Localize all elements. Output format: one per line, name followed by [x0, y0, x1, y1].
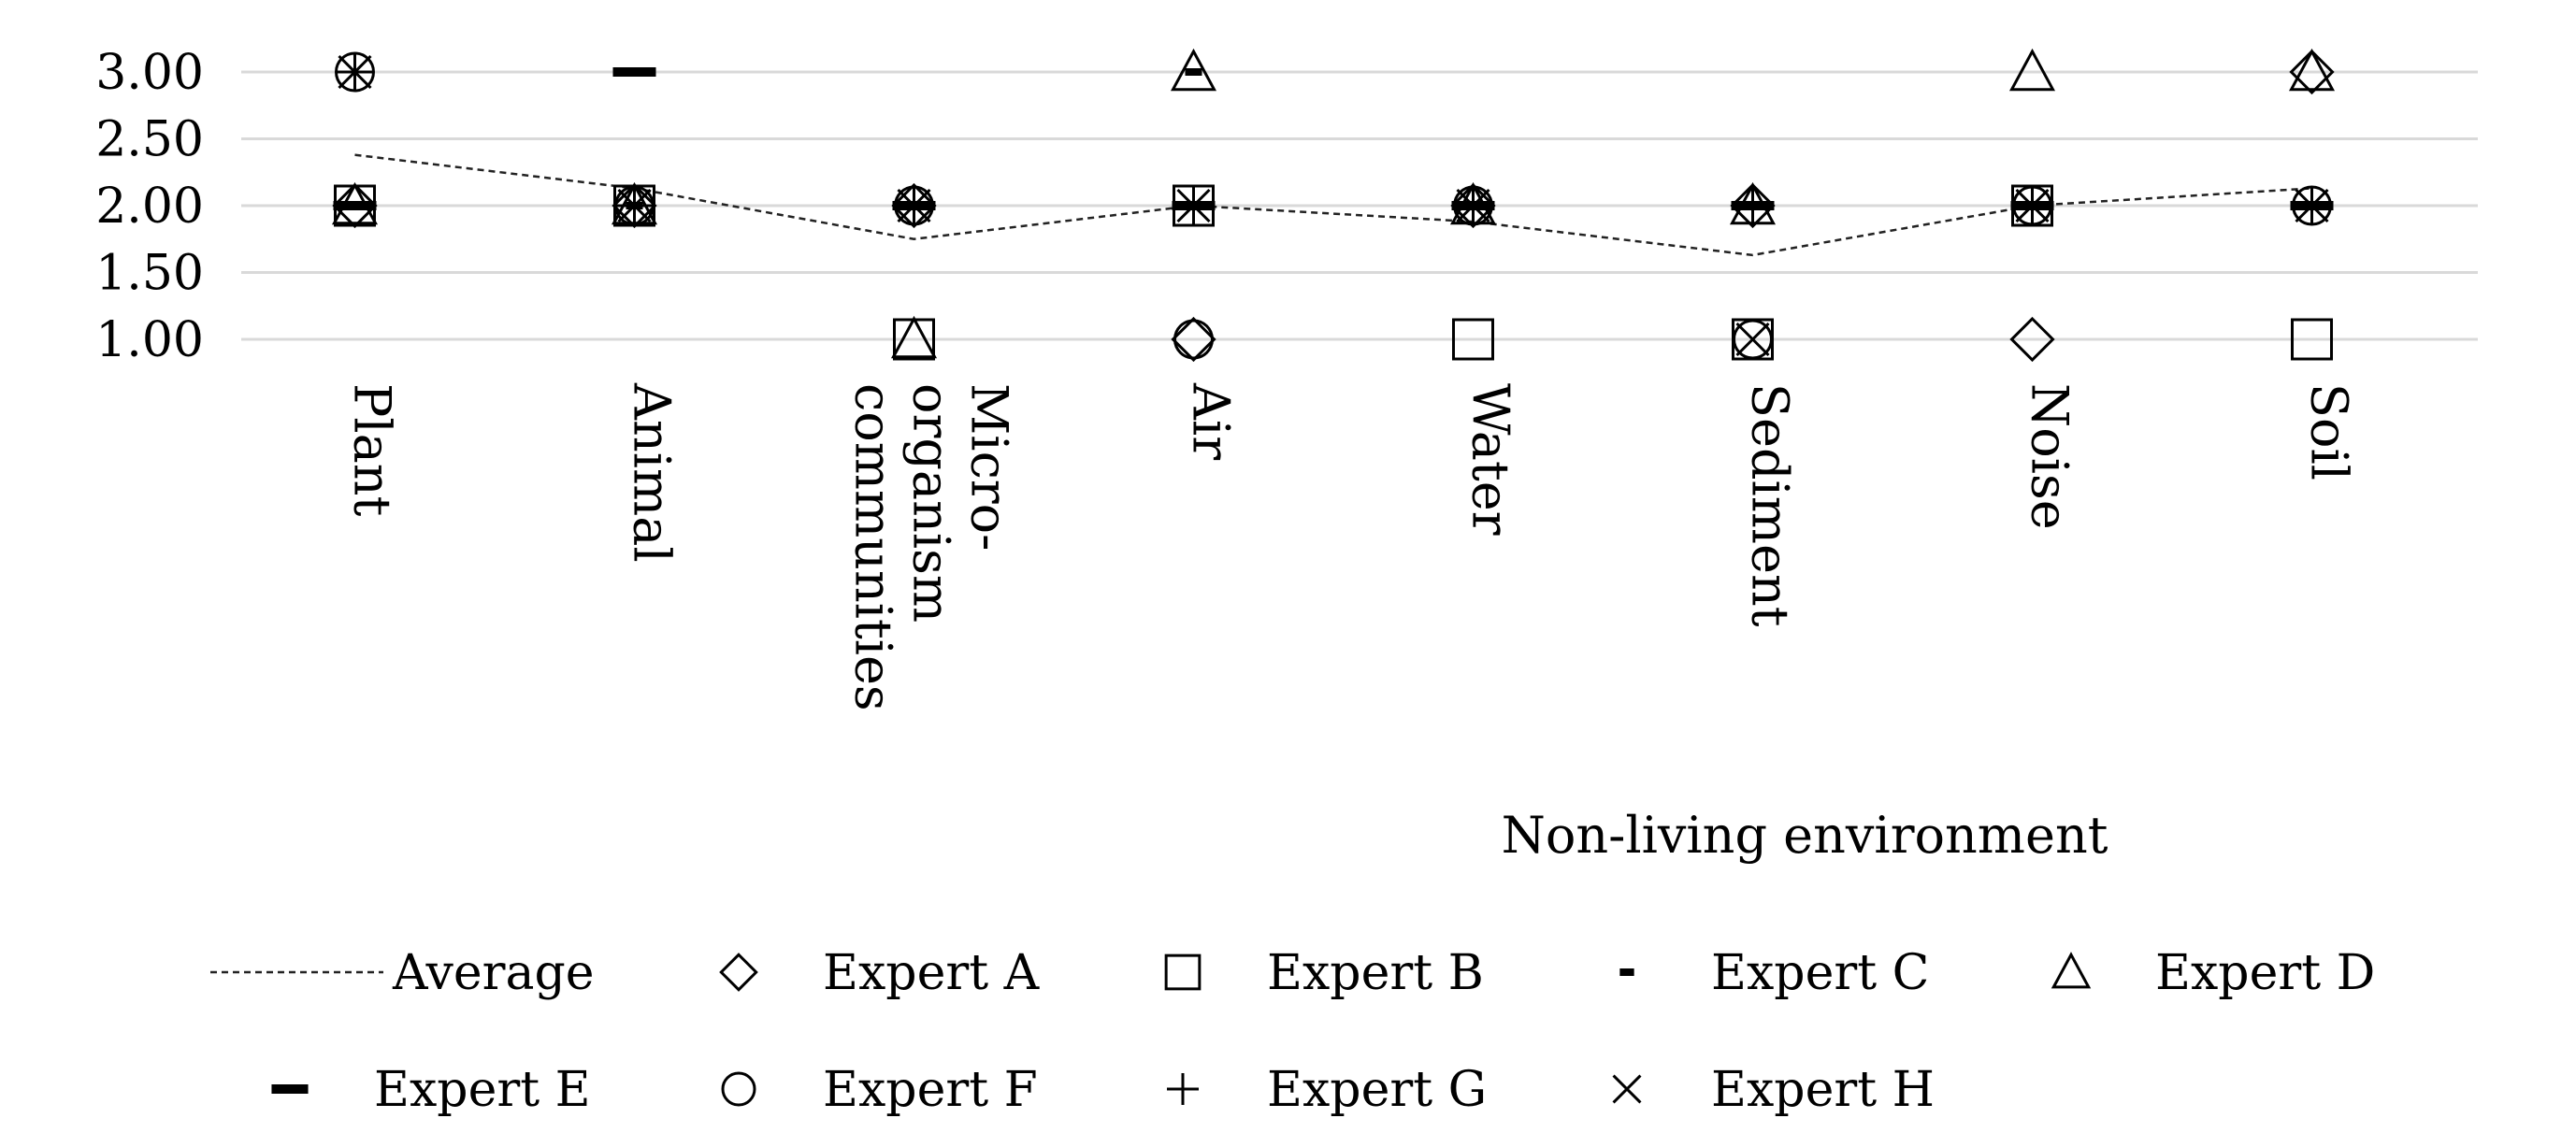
y-tick-label: 3.00 — [95, 45, 204, 101]
legend-label: Expert D — [2155, 945, 2375, 1001]
data-point — [1734, 187, 1772, 224]
legend-swatch — [1167, 1073, 1199, 1105]
legend-label: Expert A — [823, 945, 1041, 1001]
legend-swatch — [2051, 952, 2092, 989]
legend-swatch — [1619, 968, 1634, 976]
data-point — [1173, 319, 1214, 360]
x-category-label: Sediment — [1741, 383, 1800, 627]
legend-item: Expert A — [719, 945, 1041, 1001]
legend-item: Expert C — [1619, 945, 1929, 1001]
legend-swatch — [271, 1084, 309, 1094]
legend-item: Expert H — [1612, 1062, 1935, 1118]
data-point — [1176, 188, 1211, 223]
legend-item: Average — [210, 945, 595, 1001]
data-point — [333, 201, 377, 210]
legend-item: Expert D — [2051, 945, 2375, 1001]
data-point — [1735, 322, 1770, 357]
data-point — [891, 182, 937, 229]
data-point — [2009, 316, 2055, 363]
series-expert-a — [332, 49, 2335, 363]
average-line — [354, 153, 2312, 257]
data-point — [1185, 68, 1202, 76]
legend-swatch — [1164, 953, 1202, 991]
data-point — [1170, 48, 1217, 92]
y-tick-label: 2.00 — [95, 179, 204, 235]
data-point — [1171, 316, 1216, 363]
group-label: Non-living environment — [1502, 806, 2108, 865]
x-category-label: Plant — [343, 383, 402, 517]
data-point — [897, 188, 931, 223]
x-category-label: Soil — [2300, 383, 2359, 480]
legend-label: Average — [392, 945, 595, 1001]
legend-swatch — [721, 1071, 756, 1107]
data-point — [1450, 182, 1496, 229]
y-tick-label: 1.00 — [95, 312, 204, 368]
series-expert-h — [338, 54, 2329, 357]
data-point — [2291, 318, 2333, 361]
data-point — [2015, 188, 2050, 223]
data-point — [1456, 188, 1490, 223]
legend-label: Expert G — [1267, 1062, 1487, 1118]
data-point — [1730, 182, 1776, 229]
y-gridlines — [241, 70, 2478, 341]
data-point — [1452, 318, 1494, 361]
x-category-label: communities — [844, 383, 903, 711]
x-category-label: Water — [1461, 383, 1520, 536]
legend-swatch — [1612, 1074, 1642, 1104]
y-tick-label: 2.50 — [95, 112, 204, 168]
legend-label: Expert E — [374, 1062, 591, 1118]
legend-item: Expert F — [721, 1062, 1038, 1118]
x-category-label: organism — [902, 383, 961, 623]
data-point — [2288, 48, 2336, 92]
legend-item: Expert B — [1164, 945, 1484, 1001]
legend-label: Expert H — [1711, 1062, 1935, 1118]
x-category-label: Micro- — [960, 383, 1019, 551]
data-point — [338, 54, 372, 90]
legend-swatch — [719, 953, 758, 992]
series-average — [354, 153, 2312, 257]
x-category-label: Animal — [623, 382, 682, 563]
x-category-label: Air — [1182, 382, 1241, 460]
data-point — [890, 315, 938, 359]
y-tick-labels: 1.00 1.50 2.00 2.50 3.00 — [95, 45, 204, 368]
x-category-label: Noise — [2021, 383, 2080, 530]
y-tick-label: 1.50 — [95, 246, 204, 302]
data-point — [617, 188, 652, 223]
data-point — [612, 67, 656, 77]
data-point — [2295, 188, 2329, 223]
legend-item: Expert E — [271, 1062, 591, 1118]
legend-label: Expert F — [823, 1062, 1038, 1118]
legend-label: Expert C — [1711, 945, 1929, 1001]
legend-label: Expert B — [1267, 945, 1484, 1001]
data-point — [2289, 49, 2335, 95]
legend: Average Expert A Expert B Expert C Expert D E… — [210, 945, 2375, 1118]
legend-item: Expert G — [1167, 1062, 1487, 1118]
data-point — [2008, 48, 2056, 92]
data-point — [1733, 319, 1773, 360]
